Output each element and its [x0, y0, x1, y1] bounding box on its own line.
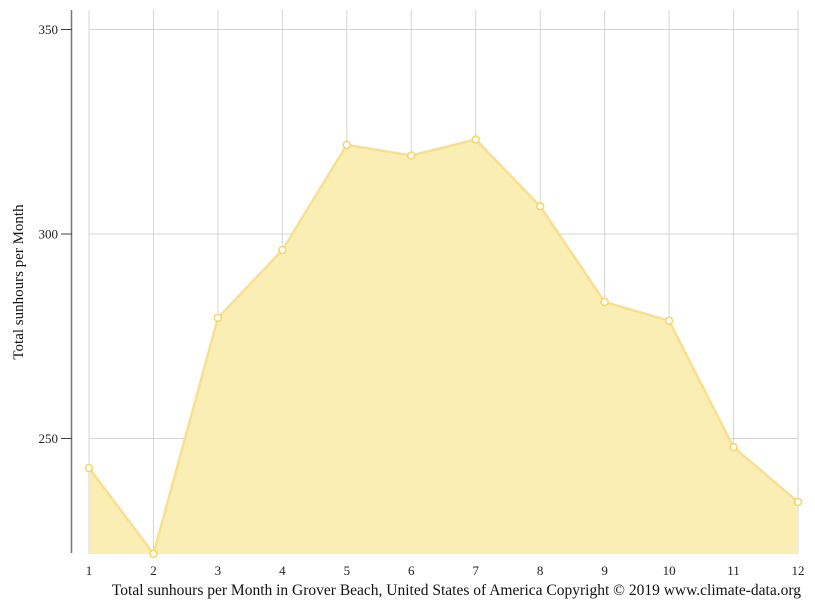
data-point-marker: [342, 140, 352, 150]
data-point-marker: [84, 463, 94, 473]
data-point-marker: [664, 316, 674, 325]
sunhours-area: [89, 139, 798, 554]
x-tick-label: 11: [727, 563, 740, 578]
data-point-marker: [149, 549, 158, 559]
x-tick-label: 2: [150, 563, 157, 578]
x-tick-label: 4: [279, 563, 286, 578]
y-axis-title: Total sunhours per Month: [11, 204, 27, 360]
x-tick-label: 9: [601, 563, 608, 578]
data-point-marker: [729, 442, 738, 452]
y-axis-ticks: 250 300 350: [39, 22, 72, 446]
y-tick-label: 350: [39, 22, 59, 37]
x-tick-label: 10: [663, 563, 676, 578]
sunhours-line: [88, 138, 799, 556]
x-axis-ticks: 1 2 3 4 5 6 7 8 9 10 11 12: [86, 563, 805, 578]
x-tick-label: 1: [86, 563, 93, 578]
x-tick-label: 5: [344, 563, 351, 578]
data-point-marker: [278, 245, 287, 255]
data-point-markers: [84, 135, 803, 559]
x-tick-label: 3: [215, 563, 222, 578]
data-point-marker: [213, 313, 223, 323]
y-tick-label: 250: [39, 431, 59, 446]
data-point-marker: [471, 135, 480, 144]
x-tick-label: 6: [408, 563, 415, 578]
data-point-marker: [793, 497, 803, 507]
chart-caption: Total sunhours per Month in Grover Beach…: [111, 582, 801, 599]
x-tick-label: 7: [472, 563, 479, 578]
x-tick-label: 12: [792, 563, 805, 578]
x-tick-label: 8: [537, 563, 544, 578]
y-tick-label: 300: [39, 227, 59, 242]
data-point-marker: [600, 297, 609, 307]
data-point-marker: [407, 151, 416, 160]
data-point-marker: [535, 201, 545, 211]
